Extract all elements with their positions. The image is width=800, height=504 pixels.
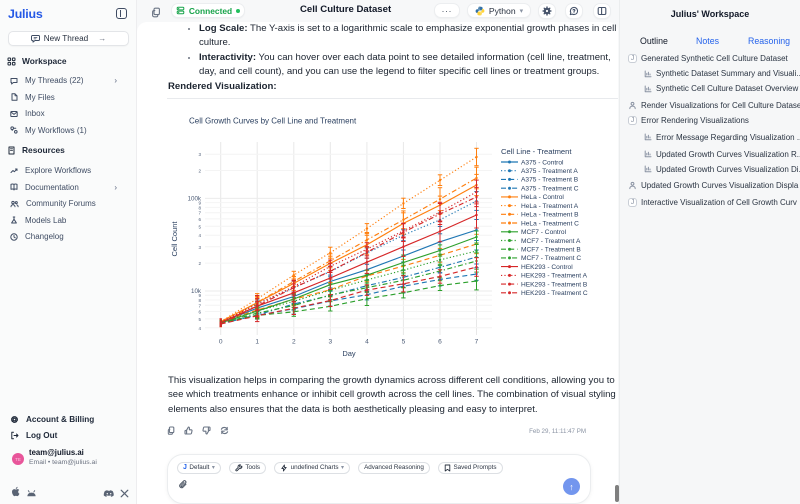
svg-text:HeLa - Treatment C: HeLa - Treatment C	[521, 220, 579, 227]
svg-text:3: 3	[198, 245, 201, 250]
svg-text:7: 7	[475, 339, 479, 346]
svg-text:HeLa - Treatment B: HeLa - Treatment B	[521, 212, 579, 219]
svg-text:0: 0	[219, 339, 223, 346]
svg-text:6: 6	[198, 217, 201, 222]
svg-text:5: 5	[198, 224, 201, 229]
svg-text:7: 7	[198, 211, 201, 216]
svg-text:Day: Day	[342, 349, 356, 358]
svg-text:HEK293 - Treatment A: HEK293 - Treatment A	[521, 273, 588, 280]
svg-text:MCF7 - Treatment B: MCF7 - Treatment B	[521, 247, 581, 254]
svg-text:8: 8	[198, 298, 201, 303]
svg-text:HEK293 - Treatment B: HEK293 - Treatment B	[521, 281, 588, 288]
svg-text:2: 2	[292, 339, 296, 346]
svg-text:5: 5	[198, 317, 201, 322]
svg-text:2: 2	[198, 261, 201, 266]
svg-text:8: 8	[198, 205, 201, 210]
svg-text:6: 6	[198, 310, 201, 315]
svg-text:A375 - Treatment C: A375 - Treatment C	[521, 186, 579, 193]
svg-text:4: 4	[365, 339, 369, 346]
svg-text:7: 7	[198, 303, 201, 308]
svg-text:HeLa - Treatment A: HeLa - Treatment A	[521, 203, 579, 210]
svg-text:A375 - Treatment A: A375 - Treatment A	[521, 168, 578, 175]
svg-text:5: 5	[402, 339, 406, 346]
svg-text:HeLa - Control: HeLa - Control	[521, 194, 564, 201]
svg-text:MCF7 - Treatment A: MCF7 - Treatment A	[521, 238, 581, 245]
svg-text:MCF7 - Control: MCF7 - Control	[521, 229, 567, 236]
svg-text:6: 6	[438, 339, 442, 346]
svg-text:HEK293 - Control: HEK293 - Control	[521, 264, 573, 271]
svg-text:2: 2	[198, 169, 201, 174]
svg-text:4: 4	[198, 326, 201, 331]
svg-text:A375 - Treatment B: A375 - Treatment B	[521, 177, 579, 184]
svg-text:10k: 10k	[191, 288, 202, 295]
svg-text:9: 9	[198, 201, 201, 206]
svg-text:HEK293 - Treatment C: HEK293 - Treatment C	[521, 290, 588, 297]
svg-text:9: 9	[198, 293, 201, 298]
svg-text:3: 3	[198, 152, 201, 157]
svg-text:Cell Growth Curves by Cell Lin: Cell Growth Curves by Cell Line and Trea…	[189, 117, 357, 126]
svg-text:3: 3	[328, 339, 332, 346]
svg-text:A375 - Control: A375 - Control	[521, 159, 564, 166]
svg-text:Cell Count: Cell Count	[170, 221, 179, 257]
svg-text:MCF7 - Treatment C: MCF7 - Treatment C	[521, 255, 581, 262]
svg-text:4: 4	[198, 233, 201, 238]
svg-text:100k: 100k	[188, 195, 202, 202]
svg-text:1: 1	[255, 339, 259, 346]
svg-text:Cell Line - Treatment: Cell Line - Treatment	[501, 147, 572, 156]
